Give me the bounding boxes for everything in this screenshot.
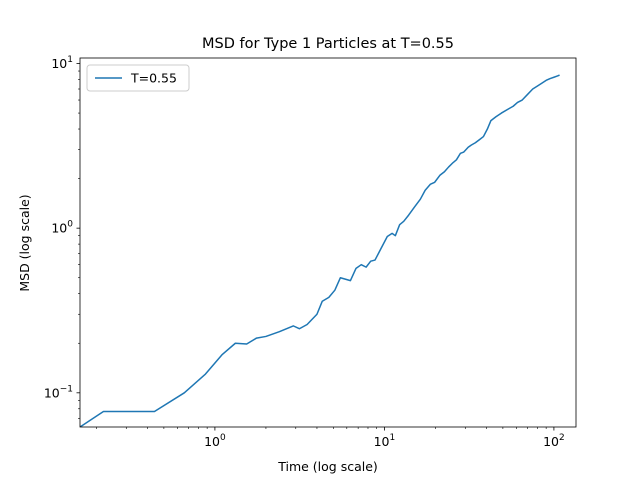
plot-area [79, 57, 577, 428]
legend-label-t055: T=0.55 [130, 71, 177, 86]
legend-box [86, 64, 190, 92]
x-axis-label: Time (log scale) [277, 459, 378, 474]
x-tick-label: 100 [204, 433, 226, 449]
x-tick-label: 102 [543, 433, 565, 449]
y-tick-label: 100 [51, 220, 73, 236]
legend: T=0.55 [86, 64, 190, 92]
x-axis-ticks: 100 101 102 [96, 427, 565, 449]
y-tick-label: 101 [51, 55, 73, 71]
y-tick-label: 10−1 [44, 384, 73, 400]
y-axis-label: MSD (log scale) [17, 194, 32, 291]
plot-frame [79, 57, 577, 428]
x-tick-label: 101 [374, 433, 396, 449]
y-axis-ticks: 10−1 100 101 [44, 55, 80, 419]
chart-title: MSD for Type 1 Particles at T=0.55 [202, 36, 454, 52]
series-line-t055 [80, 74, 560, 427]
